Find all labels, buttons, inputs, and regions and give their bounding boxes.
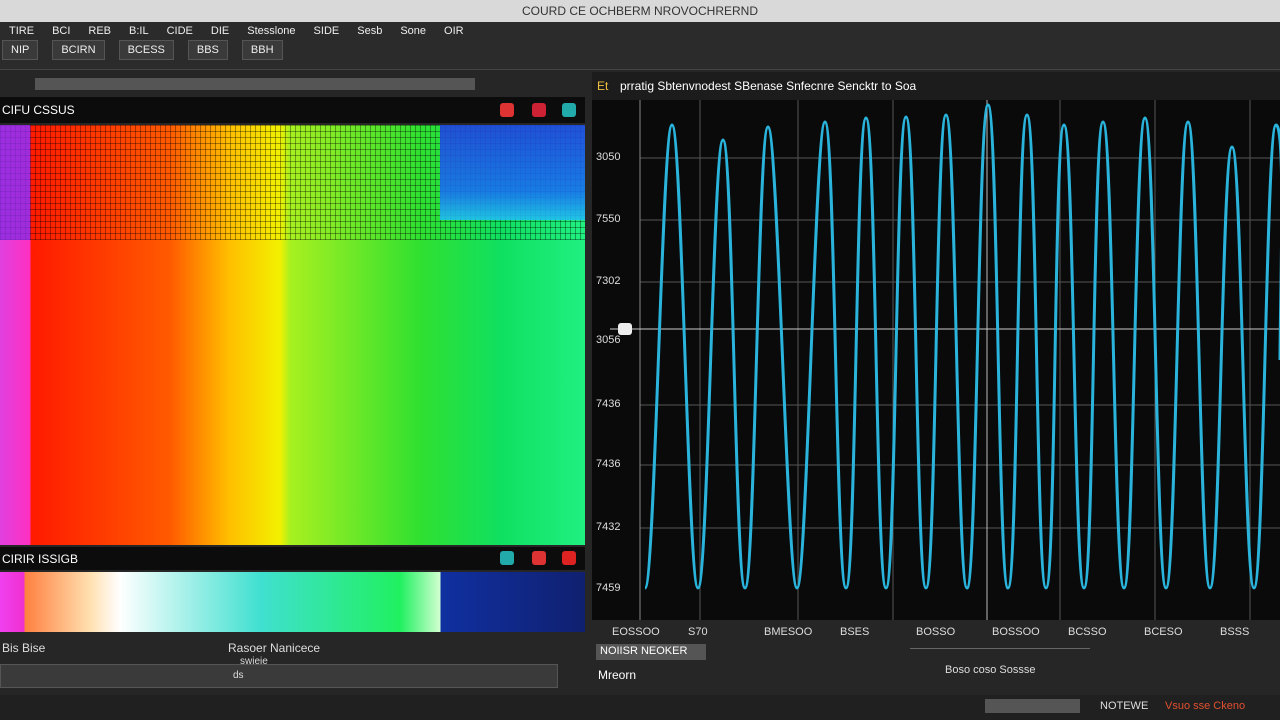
status-text: NOIISR NEOKER	[600, 645, 688, 657]
button[interactable]	[532, 551, 546, 565]
button[interactable]	[500, 551, 514, 565]
y-axis-label: 3050	[596, 151, 621, 163]
waveform	[643, 103, 1280, 590]
y-axis-label: 7459	[596, 582, 621, 594]
scrollbar[interactable]	[35, 78, 475, 90]
panel-header: CIRIR ISSIGB	[0, 547, 585, 570]
tool-button[interactable]: NIP	[2, 40, 39, 60]
tool-buttons: NIP BCIRN BCESS BBS BBH	[2, 40, 297, 60]
status-label: NOTEWE	[1100, 700, 1149, 712]
y-axis-label: 7432	[596, 521, 621, 533]
status-message: Vsuo sse Ckeno	[1165, 700, 1246, 712]
menu-item[interactable]: OIR	[444, 25, 464, 37]
button[interactable]	[562, 103, 576, 117]
window-title: COURD CE OCHBERM NROVOCHRERND	[521, 4, 758, 18]
panel-header: CIFU CSSUS	[0, 97, 585, 123]
x-axis-label: BCESO	[1144, 626, 1183, 638]
color-bar	[0, 572, 585, 632]
button[interactable]	[532, 103, 546, 117]
x-axis-label: BMESOO	[764, 626, 813, 638]
menu-item[interactable]: Sesb	[357, 25, 383, 37]
button[interactable]	[562, 551, 576, 565]
tool-button[interactable]: BCIRN	[52, 40, 105, 60]
footer-sublabel: swieie	[240, 656, 268, 667]
panel-header: Et prratig Sbtenvnodest SBenase Snfecnre…	[592, 72, 1280, 100]
menu-item[interactable]: DIE	[210, 25, 230, 37]
spectrogram-band	[0, 125, 30, 240]
mode-label[interactable]: Mreorn	[598, 668, 637, 682]
menu-item[interactable]: Sone	[400, 25, 427, 37]
trigger-handle[interactable]	[618, 323, 632, 335]
button[interactable]	[500, 103, 514, 117]
title-bar: COURD CE OCHBERM NROVOCHRERND	[0, 0, 1280, 22]
x-axis-label: S70	[688, 626, 708, 638]
signal-plot	[592, 100, 1280, 620]
menu-item[interactable]: Stesslone	[247, 25, 296, 37]
menu-item[interactable]: REB	[88, 25, 112, 37]
menu-item[interactable]: BCI	[52, 25, 71, 37]
y-axis-label: 7436	[596, 398, 621, 410]
x-axis-label: BCSSO	[1068, 626, 1107, 638]
x-axis-label: BSSS	[1220, 626, 1250, 638]
menu-item[interactable]: B:IL	[129, 25, 149, 37]
menu-item[interactable]: TIRE	[9, 25, 35, 37]
menu-item[interactable]: CIDE	[166, 25, 193, 37]
spectrogram-band	[440, 125, 585, 220]
menu-item[interactable]: SIDE	[313, 25, 340, 37]
panel-tag: Et	[597, 79, 609, 93]
menu-bar: TIRE BCI REB B:IL CIDE DIE Stesslone SIDE Sesb So…	[0, 25, 473, 37]
panel-title: CIRIR ISSIGB	[2, 552, 79, 566]
readout: Boso coso Sossse	[945, 664, 1036, 676]
tool-button[interactable]: BCESS	[118, 40, 174, 60]
footer-label: Rasoer Nanicece	[228, 641, 321, 655]
x-axis-label: BSES	[840, 626, 870, 638]
status-box: NOIISR NEOKER	[596, 644, 706, 660]
y-axis-label: 7550	[596, 213, 621, 225]
toolbar: TIRE BCI REB B:IL CIDE DIE Stesslone SIDE Sesb So…	[0, 22, 1280, 70]
tool-button[interactable]: BBS	[187, 40, 228, 60]
tool-button[interactable]: BBH	[241, 40, 283, 60]
slider[interactable]: ds	[0, 664, 558, 688]
y-axis-label: 7436	[596, 458, 621, 470]
y-axis-label: 7302	[596, 275, 621, 287]
x-axis-label: BOSSOO	[992, 626, 1040, 638]
footer-label: Bis Bise	[2, 641, 46, 655]
x-axis-label: EOSSOO	[612, 626, 660, 638]
panel-title: prratig Sbtenvnodest SBenase Snfecnre Se…	[620, 79, 917, 93]
progress-bar	[985, 699, 1080, 713]
y-axis-label: 3056	[596, 334, 621, 346]
slider-label: ds	[233, 670, 244, 681]
status-bar: NOTEWE Vsuo sse Ckeno	[0, 695, 1280, 720]
panel-title: CIFU CSSUS	[2, 103, 75, 117]
divider	[910, 648, 1090, 649]
x-axis-label: BOSSO	[916, 626, 956, 638]
